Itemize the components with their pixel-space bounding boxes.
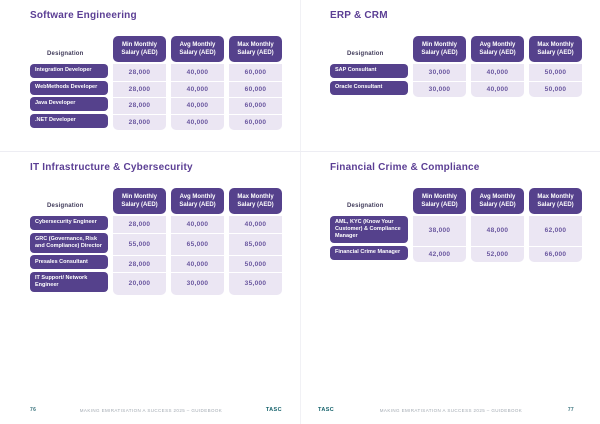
max-salary-cell: 35,000 <box>229 271 282 295</box>
max-salary-cell: 60,000 <box>229 80 282 97</box>
avg-salary-cell: 40,000 <box>471 64 524 81</box>
designation-pill: SAP Consultant <box>330 64 408 78</box>
max-salary-column-header: Max Monthly Salary (AED) <box>529 36 582 62</box>
min-salary-cell: 42,000 <box>413 245 466 263</box>
section-title: ERP & CRM <box>330 10 388 21</box>
max-salary-cell: 40,000 <box>229 216 282 233</box>
min-salary-cell: 28,000 <box>113 97 166 114</box>
footer-left-page: 76 MAKING EMIRATISATION A SUCCESS 2025 –… <box>30 406 282 414</box>
min-salary-column-header: Min Monthly Salary (AED) <box>413 36 466 62</box>
designation-pill: Java Developer <box>30 97 108 111</box>
avg-salary-cell: 52,000 <box>471 245 524 263</box>
designation-pill: Integration Developer <box>30 64 108 78</box>
avg-salary-cell: 30,000 <box>171 271 224 295</box>
min-salary-cell: 38,000 <box>413 216 466 246</box>
designation-column-header: Designation <box>347 51 384 57</box>
table-row-designation: Presales Consultant <box>30 255 108 272</box>
designation-pill: Cybersecurity Engineer <box>30 216 108 230</box>
page-number: 77 <box>567 407 574 413</box>
max-salary-column-header: Max Monthly Salary (AED) <box>529 188 582 214</box>
max-salary-cell: 60,000 <box>229 113 282 130</box>
designation-pill: IT Support/ Network Engineer <box>30 271 108 293</box>
avg-salary-column-header: Avg Monthly Salary (AED) <box>471 36 524 62</box>
table-row-designation: SAP Consultant <box>330 64 408 81</box>
salary-table: Designation Min Monthly Salary (AED) Avg… <box>30 188 282 295</box>
min-salary-column-header: Min Monthly Salary (AED) <box>113 36 166 62</box>
designation-pill: Oracle Consultant <box>330 80 408 95</box>
tasc-logo: TASC <box>318 407 335 413</box>
max-salary-cell: 66,000 <box>529 245 582 263</box>
min-salary-cell: 28,000 <box>113 216 166 233</box>
section-financial-crime-compliance: Financial Crime & Compliance Designation… <box>330 162 582 263</box>
table-row-designation: .NET Developer <box>30 113 108 131</box>
avg-salary-cell: 40,000 <box>171 64 224 81</box>
designation-pill: AML, KYC (Know Your Customer) & Complian… <box>330 216 408 244</box>
footer-right-page: TASC MAKING EMIRATISATION A SUCCESS 2025… <box>318 406 574 414</box>
salary-table: Designation Min Monthly Salary (AED) Avg… <box>330 36 582 97</box>
designation-pill: Presales Consultant <box>30 255 108 270</box>
section-title: Software Engineering <box>30 10 137 21</box>
max-salary-cell: 62,000 <box>529 216 582 246</box>
min-salary-cell: 55,000 <box>113 232 166 256</box>
page-number: 76 <box>30 407 37 413</box>
page-spine-divider <box>300 0 301 424</box>
max-salary-cell: 50,000 <box>229 255 282 272</box>
designation-pill: .NET Developer <box>30 113 108 128</box>
avg-salary-cell: 40,000 <box>171 255 224 272</box>
table-row-designation: Integration Developer <box>30 64 108 81</box>
min-salary-cell: 30,000 <box>413 80 466 97</box>
table-row-designation: IT Support/ Network Engineer <box>30 271 108 295</box>
max-salary-column-header: Max Monthly Salary (AED) <box>229 188 282 214</box>
table-row-designation: AML, KYC (Know Your Customer) & Complian… <box>330 216 408 246</box>
min-salary-cell: 28,000 <box>113 113 166 130</box>
designation-column-header: Designation <box>347 203 384 209</box>
section-it-infrastructure-cybersecurity: IT Infrastructure & Cybersecurity Design… <box>30 162 282 295</box>
section-divider <box>0 151 600 152</box>
avg-salary-cell: 40,000 <box>171 97 224 114</box>
section-software-engineering: Software Engineering Designation Min Mon… <box>30 10 282 130</box>
footer-doc-title: MAKING EMIRATISATION A SUCCESS 2025 – GU… <box>79 407 223 413</box>
max-salary-cell: 50,000 <box>529 64 582 81</box>
max-salary-cell: 60,000 <box>229 64 282 81</box>
avg-salary-column-header: Avg Monthly Salary (AED) <box>171 36 224 62</box>
salary-table: Designation Min Monthly Salary (AED) Avg… <box>30 36 282 130</box>
designation-column-header: Designation <box>47 51 84 57</box>
section-erp-crm: ERP & CRM Designation Min Monthly Salary… <box>330 10 582 97</box>
max-salary-column-header: Max Monthly Salary (AED) <box>229 36 282 62</box>
min-salary-column-header: Min Monthly Salary (AED) <box>113 188 166 214</box>
max-salary-cell: 85,000 <box>229 232 282 256</box>
min-salary-cell: 30,000 <box>413 64 466 81</box>
table-row-designation: Oracle Consultant <box>330 80 408 98</box>
avg-salary-cell: 40,000 <box>171 113 224 130</box>
section-title: IT Infrastructure & Cybersecurity <box>30 162 193 173</box>
designation-pill: WebMethods Developer <box>30 80 108 95</box>
table-row-designation: Financial Crime Manager <box>330 245 408 263</box>
designation-pill: GRC (Governance, Risk and Compliance) Di… <box>30 232 108 253</box>
avg-salary-cell: 40,000 <box>171 80 224 97</box>
max-salary-cell: 50,000 <box>529 80 582 97</box>
table-row-designation: WebMethods Developer <box>30 80 108 98</box>
section-title: Financial Crime & Compliance <box>330 162 480 173</box>
salary-table: Designation Min Monthly Salary (AED) Avg… <box>330 188 582 263</box>
table-row-designation: GRC (Governance, Risk and Compliance) Di… <box>30 232 108 256</box>
avg-salary-column-header: Avg Monthly Salary (AED) <box>171 188 224 214</box>
designation-column-header: Designation <box>47 203 84 209</box>
designation-pill: Financial Crime Manager <box>330 245 408 260</box>
min-salary-cell: 28,000 <box>113 255 166 272</box>
avg-salary-cell: 40,000 <box>171 216 224 233</box>
max-salary-cell: 60,000 <box>229 97 282 114</box>
min-salary-cell: 28,000 <box>113 80 166 97</box>
table-row-designation: Java Developer <box>30 97 108 114</box>
avg-salary-cell: 40,000 <box>471 80 524 97</box>
avg-salary-cell: 65,000 <box>171 232 224 256</box>
tasc-logo: TASC <box>265 407 282 413</box>
min-salary-cell: 28,000 <box>113 64 166 81</box>
avg-salary-column-header: Avg Monthly Salary (AED) <box>471 188 524 214</box>
footer-doc-title: MAKING EMIRATISATION A SUCCESS 2025 – GU… <box>379 407 523 413</box>
min-salary-cell: 20,000 <box>113 271 166 295</box>
avg-salary-cell: 48,000 <box>471 216 524 246</box>
table-row-designation: Cybersecurity Engineer <box>30 216 108 233</box>
min-salary-column-header: Min Monthly Salary (AED) <box>413 188 466 214</box>
